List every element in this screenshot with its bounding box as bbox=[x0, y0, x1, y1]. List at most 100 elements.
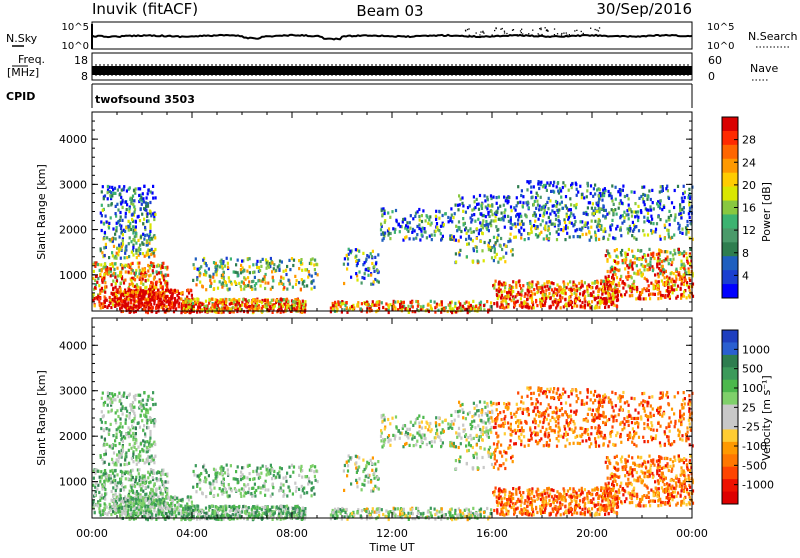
range-cell bbox=[332, 304, 334, 307]
range-cell bbox=[498, 290, 500, 293]
range-cell bbox=[688, 212, 690, 215]
range-cell bbox=[575, 299, 577, 302]
range-cell bbox=[645, 297, 647, 300]
range-cell bbox=[650, 209, 652, 212]
range-cell bbox=[460, 198, 462, 201]
range-cell bbox=[619, 229, 621, 232]
range-cell bbox=[580, 220, 582, 223]
range-cell bbox=[131, 251, 133, 254]
range-cell bbox=[627, 213, 629, 216]
range-cell bbox=[500, 237, 502, 240]
range-cell bbox=[395, 219, 397, 222]
range-cell bbox=[608, 288, 610, 291]
range-cell bbox=[286, 288, 288, 291]
range-cell bbox=[517, 223, 519, 226]
range-cell bbox=[391, 210, 393, 213]
range-cell bbox=[591, 300, 593, 303]
range-cell bbox=[605, 254, 607, 257]
range-cell bbox=[476, 227, 478, 230]
range-cell bbox=[240, 285, 242, 288]
range-cell bbox=[107, 191, 109, 194]
range-cell bbox=[520, 194, 522, 197]
range-cell bbox=[156, 471, 158, 474]
range-cell bbox=[103, 222, 105, 225]
range-cell bbox=[141, 241, 143, 244]
range-cell bbox=[526, 188, 528, 191]
range-cell bbox=[141, 213, 143, 216]
range-cell bbox=[674, 213, 676, 216]
nsearch-point bbox=[483, 33, 484, 34]
range-cell bbox=[616, 213, 618, 216]
range-cell bbox=[568, 208, 570, 211]
range-cell bbox=[588, 201, 590, 204]
range-cell bbox=[298, 281, 300, 284]
range-cell bbox=[554, 300, 556, 303]
range-cell bbox=[659, 262, 661, 265]
range-cell bbox=[101, 229, 103, 232]
range-cell bbox=[633, 280, 635, 283]
range-cell bbox=[470, 238, 472, 241]
range-cell bbox=[118, 185, 120, 188]
range-cell bbox=[376, 269, 378, 272]
range-cell bbox=[579, 235, 581, 238]
range-cell bbox=[454, 212, 456, 215]
range-cell bbox=[597, 220, 599, 223]
range-cell bbox=[350, 276, 352, 279]
range-cell bbox=[142, 277, 144, 280]
range-cell bbox=[377, 300, 379, 303]
range-cell bbox=[270, 257, 272, 260]
range-cell bbox=[182, 301, 184, 304]
range-cell bbox=[170, 295, 172, 298]
range-cell bbox=[357, 262, 359, 265]
range-cell bbox=[515, 209, 517, 212]
range-cell bbox=[438, 303, 440, 306]
range-cell bbox=[585, 233, 587, 236]
range-cell bbox=[144, 226, 146, 229]
range-cell bbox=[154, 296, 156, 299]
range-cell bbox=[559, 294, 561, 297]
nsearch-point bbox=[557, 33, 558, 34]
range-cell bbox=[674, 219, 676, 222]
range-cell bbox=[117, 189, 119, 192]
range-cell bbox=[125, 215, 127, 218]
range-cell bbox=[544, 293, 546, 296]
range-cell bbox=[121, 219, 123, 222]
range-cell bbox=[608, 194, 610, 197]
range-cell bbox=[169, 301, 171, 304]
range-cell bbox=[631, 190, 633, 193]
range-cell bbox=[126, 256, 128, 259]
range-cell bbox=[584, 224, 586, 227]
range-cell bbox=[356, 278, 358, 281]
range-cell bbox=[358, 250, 360, 253]
range-cell bbox=[138, 472, 140, 475]
range-cell bbox=[412, 217, 414, 220]
range-cell bbox=[654, 273, 656, 276]
range-cell bbox=[301, 278, 303, 281]
range-cell bbox=[671, 236, 673, 239]
range-cell bbox=[602, 285, 604, 288]
range-cell bbox=[662, 268, 664, 271]
nsky-strip: N.Sky 10^5 10^0 10^5 10^0 N.Search bbox=[6, 22, 798, 52]
range-cell bbox=[242, 298, 244, 301]
range-cell bbox=[125, 245, 127, 248]
range-cell bbox=[588, 230, 590, 233]
range-cell bbox=[496, 294, 498, 297]
range-cell bbox=[601, 199, 603, 202]
range-cell bbox=[338, 303, 340, 306]
range-cell bbox=[171, 513, 173, 516]
range-cell bbox=[521, 189, 523, 192]
range-cell bbox=[546, 181, 548, 184]
range-cell bbox=[677, 295, 679, 298]
range-cell bbox=[143, 207, 145, 210]
range-cell bbox=[133, 211, 135, 214]
range-cell bbox=[643, 297, 645, 300]
range-cell bbox=[506, 291, 508, 294]
range-cell bbox=[633, 191, 635, 194]
range-cell bbox=[540, 181, 542, 184]
range-cell bbox=[139, 244, 141, 247]
range-cell bbox=[255, 282, 257, 285]
range-cell bbox=[114, 275, 116, 278]
range-cell bbox=[538, 218, 540, 221]
range-cell bbox=[503, 307, 505, 310]
range-cell bbox=[217, 287, 219, 290]
